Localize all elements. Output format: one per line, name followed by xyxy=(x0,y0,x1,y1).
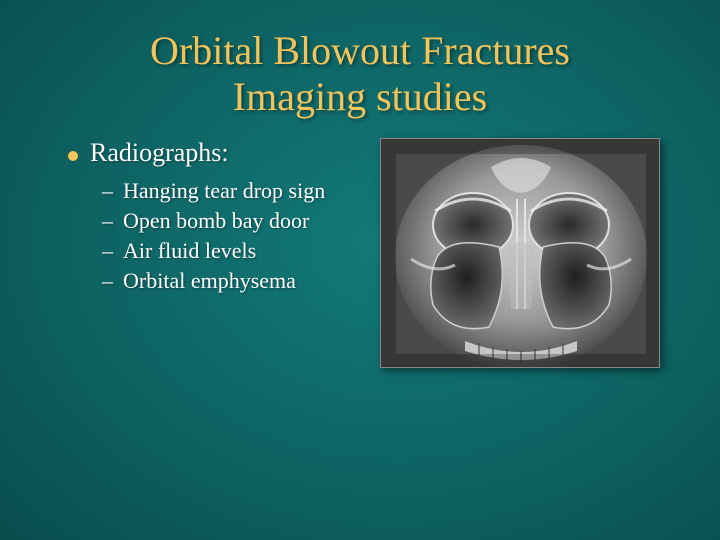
list-item: – Orbital emphysema xyxy=(102,268,325,294)
title-line-1: Orbital Blowout Fractures xyxy=(60,28,660,74)
text-column: Radiographs: – Hanging tear drop sign – … xyxy=(68,138,325,298)
list-item-text: Hanging tear drop sign xyxy=(123,178,325,204)
dash-icon: – xyxy=(102,178,113,204)
content-row: Radiographs: – Hanging tear drop sign – … xyxy=(60,138,660,368)
title-line-2: Imaging studies xyxy=(60,74,660,120)
list-item: – Air fluid levels xyxy=(102,238,325,264)
radiograph-image xyxy=(380,138,660,368)
bullet-level1: Radiographs: xyxy=(68,138,325,168)
list-item-text: Open bomb bay door xyxy=(123,208,309,234)
bullet-dot-icon xyxy=(68,151,78,161)
image-column xyxy=(335,138,660,368)
list-item: – Open bomb bay door xyxy=(102,208,325,234)
list-item-text: Air fluid levels xyxy=(123,238,256,264)
dash-icon: – xyxy=(102,268,113,294)
level1-text: Radiographs: xyxy=(90,138,229,168)
slide: Orbital Blowout Fractures Imaging studie… xyxy=(0,0,720,540)
dash-icon: – xyxy=(102,208,113,234)
xray-svg xyxy=(381,139,660,368)
slide-title: Orbital Blowout Fractures Imaging studie… xyxy=(60,28,660,120)
list-item: – Hanging tear drop sign xyxy=(102,178,325,204)
sublist: – Hanging tear drop sign – Open bomb bay… xyxy=(68,178,325,294)
list-item-text: Orbital emphysema xyxy=(123,268,296,294)
dash-icon: – xyxy=(102,238,113,264)
